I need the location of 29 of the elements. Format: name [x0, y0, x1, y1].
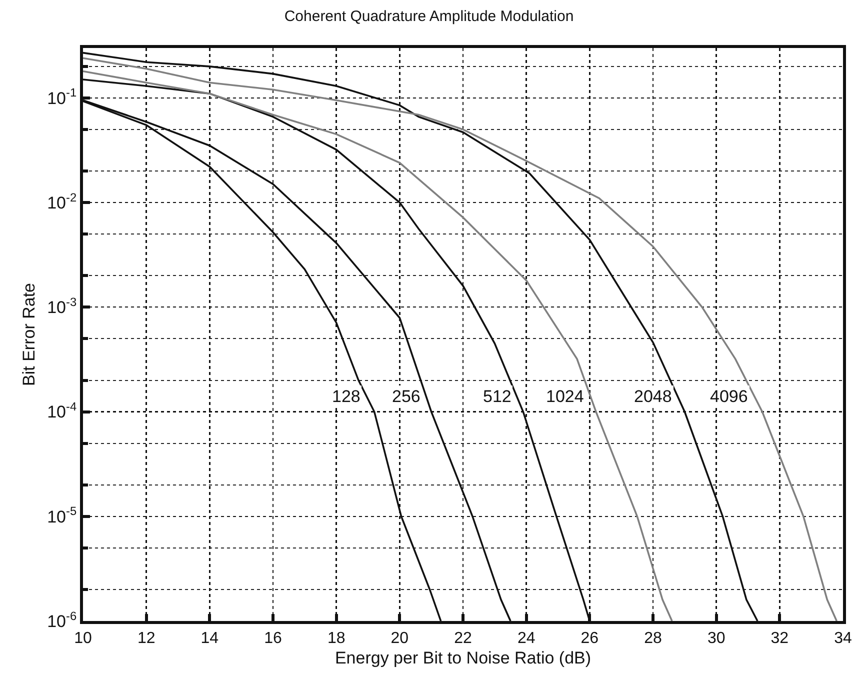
x-tick-label: 24: [517, 630, 536, 648]
x-tick-label: 26: [580, 630, 599, 648]
x-tick-label: 10: [74, 630, 92, 648]
y-tick-label: 10$^{-3}$: [47, 294, 77, 318]
x-tick-label: 12: [137, 630, 156, 648]
series-label: 128: [332, 387, 360, 406]
x-tick-label: 34: [834, 630, 852, 648]
x-tick-label: 18: [327, 630, 346, 648]
chart-title: Coherent Quadrature Amplitude Modulation: [284, 8, 574, 25]
series-label: 4096: [710, 387, 748, 406]
series-label: 2048: [634, 387, 672, 406]
x-tick-label: 22: [454, 630, 472, 648]
x-tick-label: 16: [264, 630, 282, 648]
y-tick-label: 10$^{-2}$: [47, 190, 77, 212]
x-axis-title: Energy per Bit to Noise Ratio (dB): [334, 648, 592, 668]
y-tick-label: 10$^{-6}$: [47, 608, 77, 631]
y-tick-label: 10$^{-4}$: [47, 400, 77, 422]
y-tick-label: 10$^{-1}$: [47, 86, 77, 108]
x-tick-label: 30: [707, 630, 726, 648]
series-label: 512: [483, 387, 512, 406]
x-tick-label: 14: [200, 630, 219, 648]
x-tick-label: 32: [770, 630, 789, 648]
line-series: [83, 70, 673, 621]
x-tick-label: 20: [390, 630, 409, 648]
series-label: 1024: [546, 387, 584, 406]
y-tick-label: 10$^{-5}$: [47, 504, 77, 526]
series-label: 256: [392, 387, 420, 406]
x-tick-label: 28: [644, 630, 662, 648]
y-axis-title: Bit Error Rate: [20, 283, 39, 386]
